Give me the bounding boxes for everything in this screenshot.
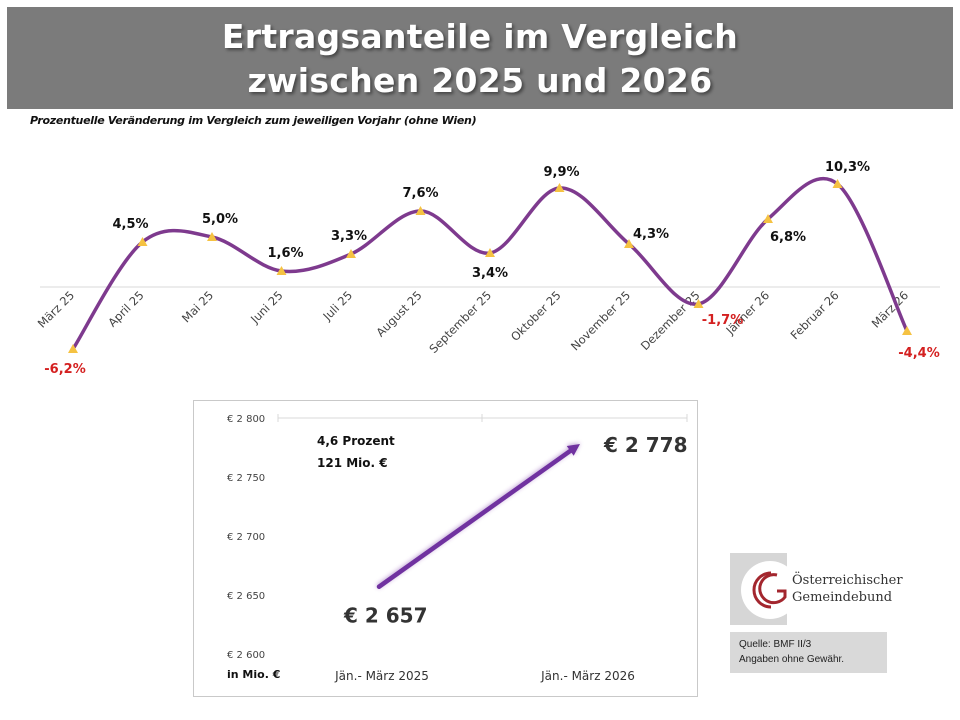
x-tick-label: April 25	[105, 288, 146, 329]
logo-name-line2: Gemeindebund	[792, 590, 893, 605]
change-percent-annotation: 4,6 Prozent	[317, 434, 395, 448]
quarter-comparison-panel: € 2 800 € 2 750 € 2 700 € 2 650 € 2 600 in M…	[193, 400, 698, 697]
data-point-marker	[137, 237, 148, 246]
x-tick-label-2025: Jän.- März 2025	[334, 669, 429, 683]
x-tick-label: Oktober 25	[508, 288, 564, 344]
growth-arrow	[376, 448, 573, 589]
data-point-marker	[68, 344, 78, 353]
page-title-line1: Ertragsanteile im Vergleich	[221, 17, 739, 56]
data-label: 6,8%	[770, 230, 806, 245]
data-point-marker	[624, 239, 634, 248]
data-point-marker	[902, 326, 912, 335]
y-tick-label: € 2 800	[227, 414, 265, 425]
data-point-marker	[415, 206, 426, 215]
monthly-change-line-chart: März 25 April 25 Mai 25 Juni 25 Juli 25 Augus…	[35, 160, 940, 377]
quarter-comparison-chart: € 2 800 € 2 750 € 2 700 € 2 650 € 2 600 in M…	[227, 414, 688, 683]
y-tick-label: € 2 600	[227, 650, 265, 661]
data-point-marker	[693, 299, 704, 308]
change-amount-annotation: 121 Mio. €	[317, 456, 388, 470]
x-tick-label: September 25	[426, 288, 494, 356]
data-label: -6,2%	[44, 362, 85, 377]
data-point-marker	[207, 232, 217, 241]
data-point-marker	[485, 248, 495, 257]
data-label: 3,4%	[472, 266, 508, 281]
page-title-line2: zwischen 2025 und 2026	[247, 61, 713, 100]
data-label: 4,3%	[633, 227, 669, 242]
gemeindebund-logo-icon	[752, 571, 787, 609]
x-tick-label: März 25	[35, 288, 77, 330]
x-tick-label: Mai 25	[179, 288, 216, 325]
data-label: 1,6%	[267, 246, 303, 261]
data-label: 9,9%	[543, 165, 579, 180]
series-line	[71, 176, 909, 351]
data-point-marker	[346, 249, 356, 258]
x-tick-label: Juni 25	[247, 288, 286, 327]
x-tick-label: Februar 26	[788, 288, 842, 342]
data-point-marker	[276, 266, 287, 275]
logo-name-line1: Österreichischer	[792, 573, 903, 588]
data-point-marker	[832, 179, 843, 188]
x-tick-label-2026: Jän.- März 2026	[540, 669, 635, 683]
growth-arrow-head	[566, 443, 580, 456]
source-note-box	[730, 632, 887, 673]
data-label: 3,3%	[331, 229, 367, 244]
value-label-2026: € 2 778	[603, 433, 688, 457]
title-banner: Ertragsanteile im Vergleich zwischen 202…	[7, 7, 953, 109]
data-point-marker	[554, 183, 565, 192]
x-tick-label: November 25	[568, 288, 633, 353]
data-label: -1,7%	[702, 313, 743, 328]
y-axis-unit-label: in Mio. €	[227, 668, 280, 681]
x-tick-label: Juli 25	[320, 288, 356, 324]
logo-circle	[741, 561, 799, 619]
y-tick-label: € 2 750	[227, 473, 265, 484]
source-line: Quelle: BMF II/3	[739, 639, 812, 650]
data-label: 4,5%	[112, 217, 148, 232]
x-tick-label: Dezember 25	[638, 288, 703, 353]
data-label: 7,6%	[402, 186, 438, 201]
line-chart-title: Prozentuelle Veränderung im Vergleich zu…	[30, 114, 477, 127]
data-label: 10,3%	[825, 160, 870, 175]
y-tick-label: € 2 650	[227, 591, 265, 602]
disclaimer-line: Angaben ohne Gewähr.	[739, 654, 845, 665]
data-label: 5,0%	[202, 212, 238, 227]
x-tick-label: August 25	[373, 288, 424, 339]
y-tick-label: € 2 700	[227, 532, 265, 543]
source-note: Quelle: BMF II/3 Angaben ohne Gewähr.	[739, 637, 844, 667]
value-label-2025: € 2 657	[343, 604, 428, 628]
data-point-marker	[763, 214, 773, 223]
logo-wordmark: Österreichischer Gemeindebund	[792, 572, 903, 606]
data-label: -4,4%	[898, 346, 939, 361]
